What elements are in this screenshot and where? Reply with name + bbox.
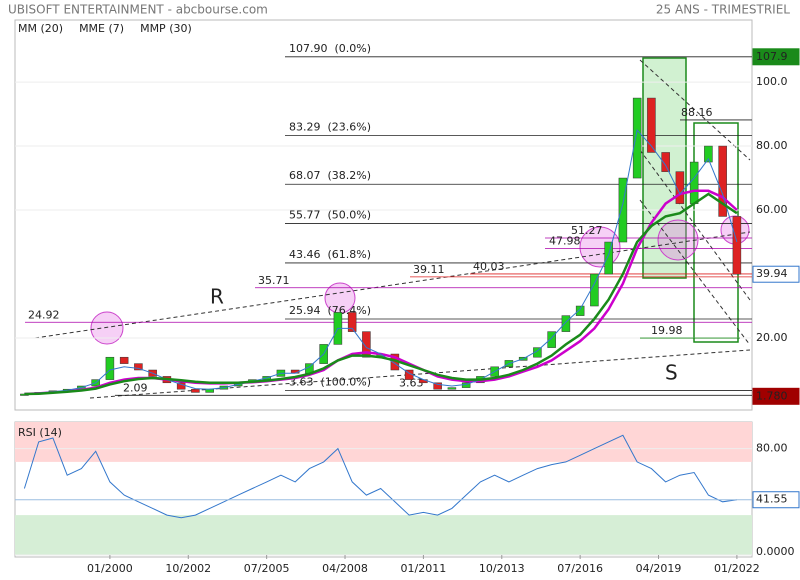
- fib-label: 55.77 (50.0%): [289, 209, 371, 222]
- moving-average: [24, 129, 738, 395]
- x-tick-label: 07/2016: [557, 562, 603, 575]
- level-label: 40.03: [473, 260, 505, 273]
- level-label: 39.11: [413, 263, 445, 276]
- y-tick-label: 20.00: [756, 331, 788, 344]
- oversold-band: [15, 515, 752, 555]
- x-tick-label: 10/2013: [479, 562, 525, 575]
- candle: [191, 388, 200, 393]
- candle: [704, 145, 713, 163]
- rsi-legend: RSI (14): [18, 426, 62, 439]
- x-tick-label: 10/2002: [165, 562, 211, 575]
- fib-label: 3.63 (100.0%): [289, 375, 371, 388]
- level-label: 19.98: [651, 324, 683, 337]
- price-pane: [14, 19, 753, 411]
- candle: [134, 363, 143, 371]
- x-tick-label: 01/2000: [87, 562, 133, 575]
- price-tag: [752, 387, 800, 405]
- fib-label: 107.90 (0.0%): [289, 42, 371, 55]
- level-label: 35.71: [258, 274, 290, 287]
- trend-line: [639, 149, 751, 301]
- legend-entry: MM (20): [18, 22, 63, 35]
- fib-label: 83.29 (23.6%): [289, 121, 371, 134]
- candle: [618, 177, 628, 243]
- y-tick-label: 60.00: [756, 203, 788, 216]
- y-tick-label: 100.0: [756, 75, 788, 88]
- candle: [575, 305, 585, 316]
- trend-line: [34, 231, 751, 339]
- candle: [718, 145, 727, 217]
- price-tag-label: 107.9: [756, 50, 788, 63]
- x-tick-label: 01/2011: [401, 562, 447, 575]
- candle: [105, 356, 115, 380]
- level-label: 2.09: [123, 381, 148, 394]
- x-tick-label: 07/2005: [244, 562, 290, 575]
- fib-label: 25.94 (76.4%): [289, 304, 371, 317]
- level-label: 24.92: [28, 308, 60, 321]
- candle: [661, 152, 670, 172]
- x-tick-label: 04/2019: [636, 562, 682, 575]
- fib-label: 43.46 (61.8%): [289, 248, 371, 261]
- candle: [689, 161, 699, 204]
- overbought-band: [15, 422, 752, 462]
- candle: [675, 171, 685, 204]
- candle: [647, 97, 656, 153]
- circle: [657, 219, 699, 261]
- candle: [433, 382, 442, 390]
- price-tag: [752, 265, 800, 283]
- candle: [362, 331, 371, 358]
- candle: [732, 216, 742, 275]
- candle: [347, 312, 357, 332]
- chart-title: UBISOFT ENTERTAINMENT - abcbourse.com: [8, 3, 268, 17]
- candle: [632, 97, 642, 179]
- price-tag-label: 1.780: [756, 389, 788, 402]
- x-tick-label: 04/2008: [322, 562, 368, 575]
- trend-line: [639, 59, 751, 161]
- trend-lines: [34, 59, 751, 399]
- x-tick-label: 01/2022: [714, 562, 760, 575]
- price-tag-label: 39.94: [756, 267, 788, 280]
- label-s: S: [665, 361, 678, 385]
- y-tick-label: 80.00: [756, 139, 788, 152]
- rsi-tag: [752, 491, 800, 509]
- circle: [90, 311, 124, 345]
- fib-label: 68.07 (38.2%): [289, 169, 371, 182]
- candle: [447, 387, 457, 390]
- y-tick-label: 0.0000: [756, 545, 795, 558]
- level-label: 51.27: [571, 224, 603, 237]
- candle: [604, 241, 613, 275]
- candle: [561, 315, 571, 332]
- price-tag: [752, 48, 800, 66]
- candle: [547, 331, 556, 348]
- trend-line: [89, 349, 751, 399]
- candle: [119, 356, 129, 364]
- chart-subtitle: 25 ANS - TRIMESTRIEL: [656, 3, 790, 17]
- level-label: 88.16: [681, 106, 713, 119]
- y-tick-label: 80.00: [756, 442, 788, 455]
- trend-line: [639, 199, 751, 346]
- moving-average: [24, 192, 738, 396]
- candle: [533, 347, 542, 358]
- level-label: 47.98: [549, 234, 581, 247]
- legend-entry: MMP (30): [140, 22, 192, 35]
- legend-entry: MME (7): [79, 22, 124, 35]
- rsi-tag-label: 41.55: [756, 493, 788, 506]
- label-r: R: [210, 285, 224, 309]
- highlight-circles: [90, 215, 750, 345]
- rsi-line: [23, 434, 737, 519]
